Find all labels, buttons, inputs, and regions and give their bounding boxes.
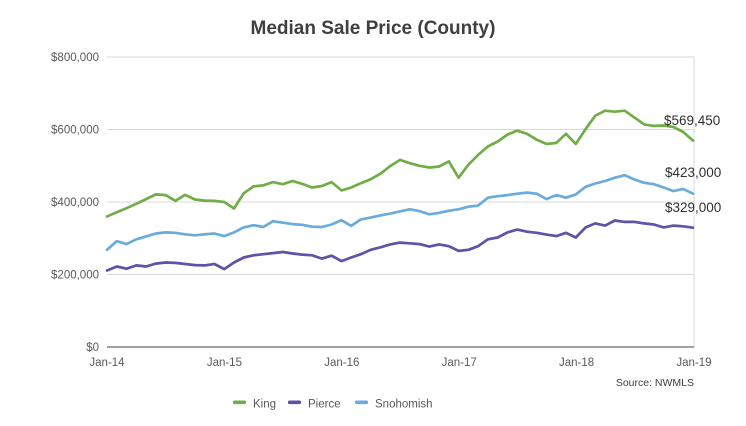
y-tick-400k: $400,000 <box>51 197 99 209</box>
series-end-labels: $569,450 $423,000 $329,000 <box>664 113 721 215</box>
legend-label-pierce: Pierce <box>308 399 341 411</box>
king-end-label: $569,450 <box>664 113 720 128</box>
legend-item-snohomish: Snohomish <box>355 399 433 411</box>
legend: King Pierce Snohomish <box>233 399 433 411</box>
x-tick-jan18: Jan-18 <box>559 357 594 369</box>
pierce-swatch-icon <box>288 400 301 405</box>
snohomish-swatch-icon <box>355 400 368 405</box>
legend-item-king: King <box>233 399 276 411</box>
snohomish-end-label: $423,000 <box>665 165 721 180</box>
x-tick-jan15: Jan-15 <box>207 357 242 369</box>
x-tick-jan19: Jan-19 <box>676 357 711 369</box>
king-swatch-icon <box>233 400 246 405</box>
pierce-end-label: $329,000 <box>665 200 721 215</box>
x-tick-jan16: Jan-16 <box>324 357 359 369</box>
y-tick-600k: $600,000 <box>51 125 99 137</box>
series-line-king <box>105 109 695 218</box>
y-tick-200k: $200,000 <box>51 270 99 282</box>
source-note: Source: NWMLS <box>616 377 694 389</box>
legend-label-king: King <box>253 399 276 411</box>
legend-label-snohomish: Snohomish <box>375 399 433 411</box>
x-tick-jan14: Jan-14 <box>89 357 125 369</box>
chart-title: Median Sale Price (County) <box>251 18 496 39</box>
y-axis-labels: $800,000 $600,000 $400,000 $200,000 $0 <box>51 52 99 354</box>
x-axis-labels: Jan-14 Jan-15 Jan-16 Jan-17 Jan-18 Jan-1… <box>89 357 711 369</box>
legend-item-pierce: Pierce <box>288 399 341 411</box>
y-tick-800k: $800,000 <box>51 52 99 64</box>
x-tick-jan17: Jan-17 <box>442 357 477 369</box>
y-tick-0: $0 <box>86 342 99 354</box>
gridlines <box>107 56 695 348</box>
series-line-snohomish <box>105 173 695 252</box>
series-line-pierce <box>105 219 695 272</box>
series-lines <box>105 109 695 272</box>
